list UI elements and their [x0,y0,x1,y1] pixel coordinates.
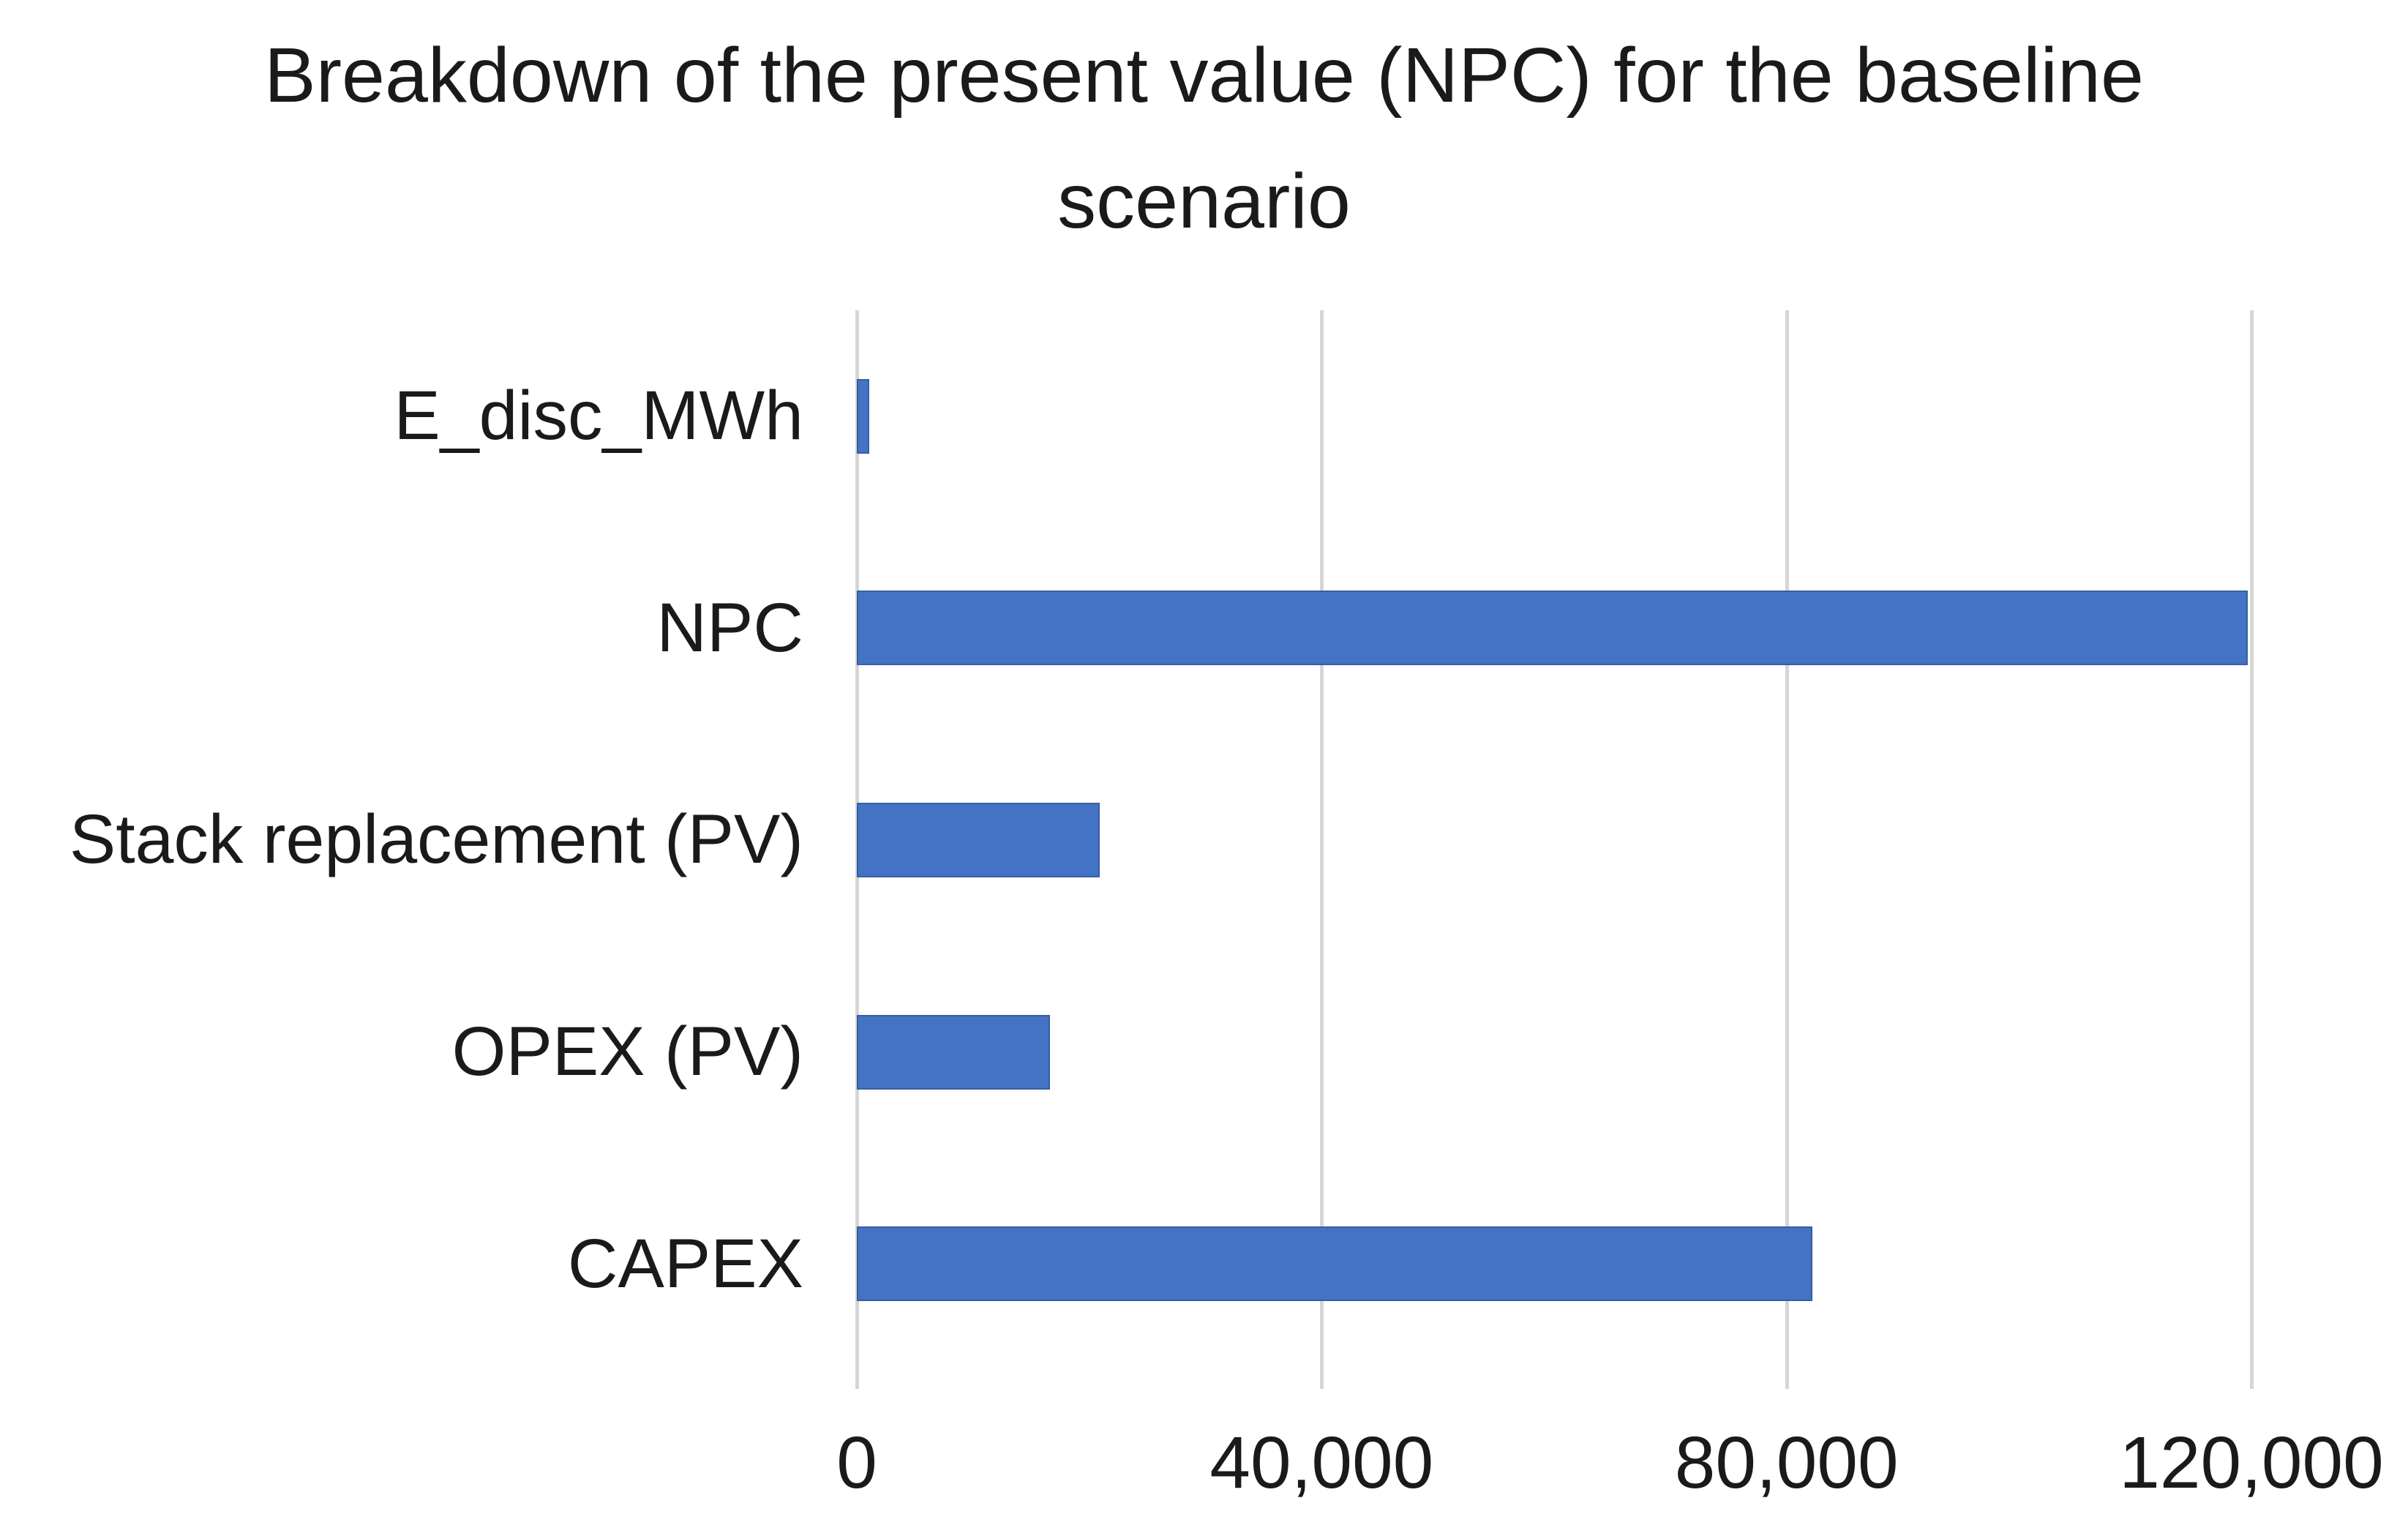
tick-mark-x-120,000 [2250,1370,2254,1389]
category-axis: E_disc_MWh NPC Stack replacement (PV) OPEX … [0,310,803,1370]
x-tick-label: 120,000 [2119,1422,2384,1504]
tick-mark-x-40,000 [1320,1370,1324,1389]
category-label-OPEX (PV): OPEX (PV) [451,1013,803,1091]
bar-OPEX (PV) [857,1014,1050,1090]
category-label-NPC: NPC [656,588,803,667]
plot-area [855,310,2254,1389]
bar-band-E_disc_MWh [857,310,2251,522]
value-axis: 0 40,000 80,000 120,000 [836,1421,2384,1516]
gridline-x-40,000 [1320,310,1324,1370]
chart-title: Breakdown of the present value (NPC) for… [264,32,2144,244]
category-label-CAPEX: CAPEX [567,1224,803,1303]
gridline-x-80,000 [1785,310,1789,1370]
bar-E_disc_MWh [857,378,870,454]
x-tick-label: 0 [836,1422,877,1504]
x-tick-label: 40,000 [1209,1422,1434,1504]
tick-mark-x-0 [855,1370,859,1389]
tick-mark-x-80,000 [1785,1370,1789,1389]
bar-Stack replacement (PV) [857,802,1100,877]
category-label-E_disc_MWh: E_disc_MWh [394,377,803,455]
category-label-Stack replacement (PV): Stack replacement (PV) [69,801,803,879]
x-tick-label: 80,000 [1674,1422,1899,1504]
bar-CAPEX [857,1226,1812,1302]
bar-NPC [857,591,2248,666]
gridline-x-120,000 [2250,310,2254,1370]
bar-band-CAPEX [857,1158,2251,1370]
bar-band-OPEX (PV) [857,946,2251,1158]
bar-band-NPC [857,522,2251,735]
bar-band-Stack replacement (PV) [857,734,2251,946]
